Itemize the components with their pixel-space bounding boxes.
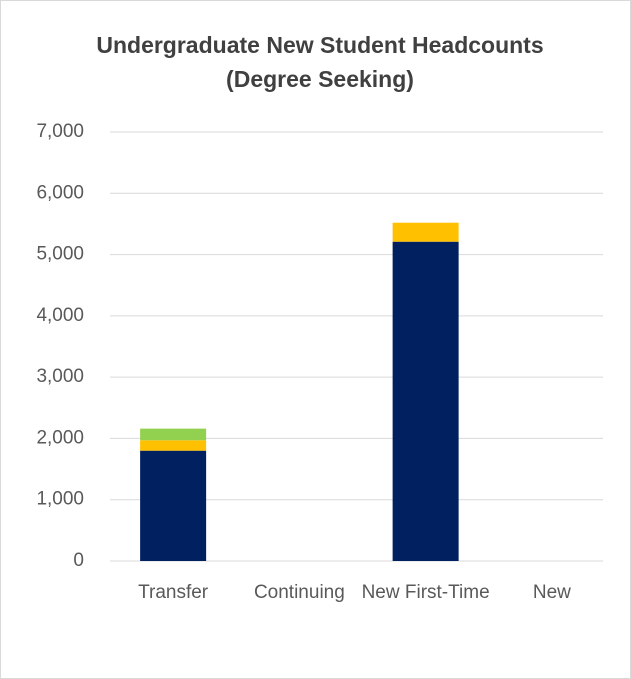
bar-segment [392,222,459,242]
x-tick-label: Continuing [254,582,345,603]
title-box: Undergraduate New Student Headcounts (De… [96,32,544,92]
y-tick-label: 0 [73,550,84,571]
y-tick-label: 5,000 [36,244,84,265]
bar-segment [392,241,459,562]
x-tick-label: Transfer [138,582,209,603]
y-tick-label: 4,000 [36,305,84,326]
x-tick-label: New First-Time [362,582,490,603]
x-tick-label: New [533,582,571,603]
bar-segment [140,428,207,441]
chart-title: Undergraduate New Student Headcounts (De… [96,32,544,92]
bar-segment [140,440,207,451]
y-tick-label: 2,000 [36,427,84,448]
y-tick-label: 6,000 [36,182,84,203]
y-tick-label: 7,000 [36,121,84,142]
y-tick-label: 1,000 [36,489,84,510]
bar-segment [140,450,207,561]
y-tick-label: 3,000 [36,366,84,387]
